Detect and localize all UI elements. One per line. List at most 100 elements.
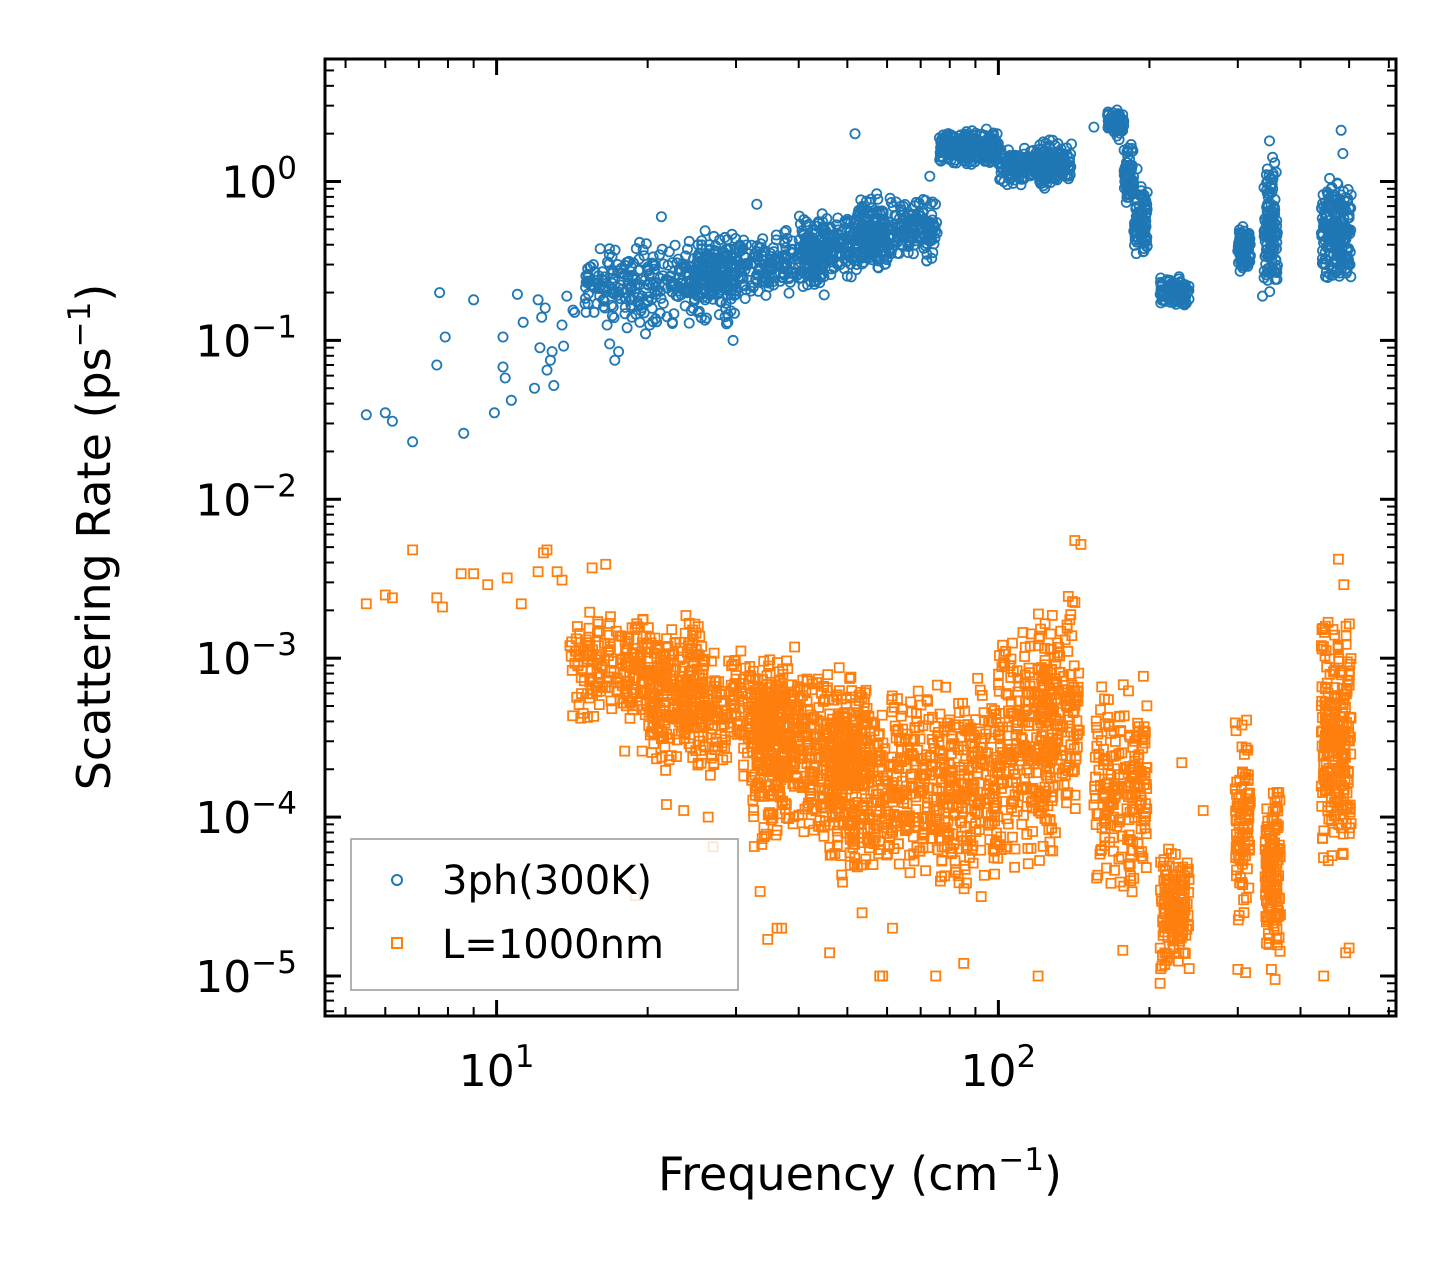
point-3ph <box>622 256 634 268</box>
point-L1000nm <box>661 799 672 810</box>
point-3ph <box>1243 234 1255 246</box>
point-3ph <box>954 147 966 159</box>
point-3ph <box>913 215 925 227</box>
point-L1000nm <box>678 805 690 816</box>
point-3ph <box>654 249 666 261</box>
point-L1000nm <box>694 630 706 642</box>
point-3ph <box>800 266 812 278</box>
point-L1000nm <box>684 637 696 649</box>
point-3ph <box>1234 245 1246 257</box>
point-3ph <box>1270 254 1282 266</box>
point-L1000nm <box>593 699 605 710</box>
point-3ph <box>532 294 544 306</box>
point-L1000nm <box>584 676 596 688</box>
point-3ph <box>1264 286 1276 298</box>
point-3ph <box>580 270 592 282</box>
point-3ph <box>1319 196 1331 208</box>
point-L1000nm <box>538 547 549 559</box>
point-L1000nm <box>682 640 694 652</box>
point-3ph <box>657 270 669 282</box>
point-3ph <box>634 264 646 276</box>
point-L1000nm <box>602 646 614 657</box>
point-3ph <box>1345 202 1357 214</box>
point-3ph <box>671 257 683 269</box>
point-3ph <box>751 198 763 210</box>
point-3ph <box>907 248 919 260</box>
point-3ph <box>850 250 862 262</box>
point-L1000nm <box>603 629 615 641</box>
point-3ph <box>797 228 809 240</box>
point-3ph <box>556 319 568 331</box>
point-3ph <box>541 364 553 376</box>
point-3ph <box>580 306 592 318</box>
point-3ph <box>972 141 984 153</box>
point-3ph <box>703 250 715 262</box>
point-3ph <box>1267 151 1279 163</box>
point-3ph <box>608 312 620 324</box>
point-3ph <box>1240 259 1252 271</box>
point-3ph <box>863 226 875 238</box>
point-3ph <box>1241 245 1253 257</box>
point-L1000nm <box>482 579 494 591</box>
point-L1000nm <box>592 616 604 627</box>
point-3ph <box>1268 216 1280 228</box>
point-3ph <box>987 127 999 139</box>
point-3ph <box>818 253 830 265</box>
point-L1000nm <box>1032 970 1044 982</box>
point-L1000nm <box>591 668 603 679</box>
point-3ph <box>818 271 830 283</box>
point-3ph <box>1160 295 1172 307</box>
point-3ph <box>1264 186 1276 198</box>
point-3ph <box>719 311 731 323</box>
point-3ph <box>709 245 721 257</box>
point-3ph <box>1264 135 1276 147</box>
point-3ph <box>640 328 652 340</box>
point-3ph <box>606 310 618 322</box>
point-3ph <box>722 316 734 328</box>
point-3ph <box>1140 196 1152 208</box>
point-L1000nm <box>1232 964 1244 975</box>
point-3ph <box>1006 170 1018 182</box>
point-3ph <box>1109 120 1121 132</box>
point-3ph <box>499 372 511 384</box>
point-3ph <box>386 415 398 427</box>
point-3ph <box>683 317 695 329</box>
point-L1000nm <box>360 598 372 610</box>
point-3ph <box>858 256 870 268</box>
point-3ph <box>1131 236 1143 248</box>
point-3ph <box>929 220 941 232</box>
point-L1000nm <box>431 592 443 604</box>
point-3ph <box>896 215 908 227</box>
point-3ph <box>1316 253 1328 265</box>
point-3ph <box>779 269 791 281</box>
point-3ph <box>548 379 560 391</box>
point-L1000nm <box>605 611 616 623</box>
point-3ph <box>497 361 509 373</box>
point-3ph <box>880 249 892 261</box>
point-3ph <box>511 288 523 300</box>
point-L1000nm <box>624 712 636 724</box>
point-L1000nm <box>605 665 617 677</box>
point-3ph <box>1261 221 1273 233</box>
point-L1000nm <box>599 682 611 694</box>
point-3ph <box>780 224 792 236</box>
point-3ph <box>929 225 941 237</box>
point-3ph <box>757 233 769 245</box>
point-3ph <box>601 319 613 331</box>
point-3ph <box>857 252 869 264</box>
point-L1000nm <box>702 811 714 823</box>
point-3ph <box>692 239 704 251</box>
point-3ph <box>817 260 829 272</box>
point-3ph <box>998 176 1010 188</box>
point-L1000nm <box>629 624 641 635</box>
point-L1000nm <box>588 711 600 722</box>
point-3ph <box>642 296 654 308</box>
point-3ph <box>1017 172 1029 184</box>
point-L1000nm <box>754 886 766 897</box>
point-L1000nm <box>1343 942 1355 954</box>
point-L1000nm <box>1269 974 1281 985</box>
point-3ph <box>871 215 883 227</box>
point-3ph <box>1320 201 1332 213</box>
point-L1000nm <box>577 664 588 676</box>
